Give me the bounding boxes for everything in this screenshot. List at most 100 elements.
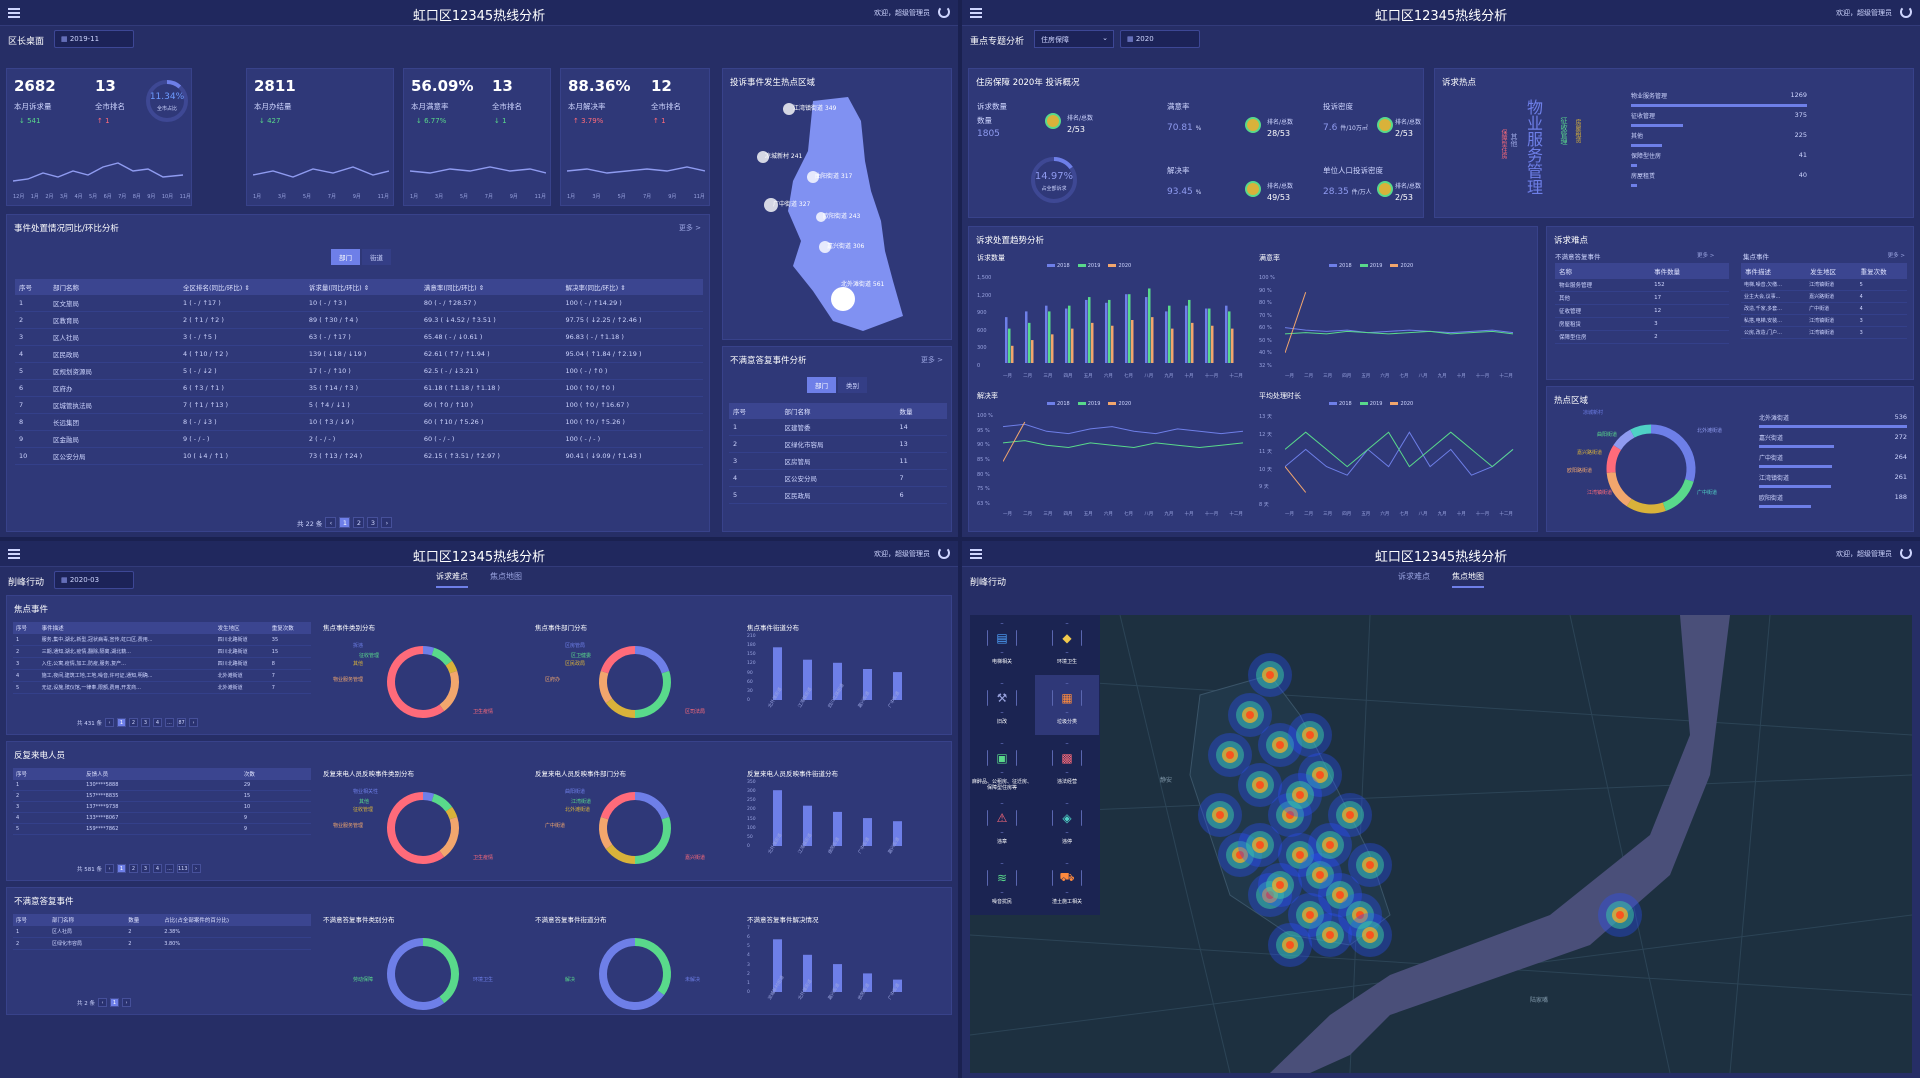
pager-item[interactable]: 87	[177, 718, 186, 727]
bar[interactable]	[863, 669, 872, 700]
heat-map[interactable]: 静安 陆家嘴 ▤ 电梯相关 ◆ 环境卫生 ⚒ 旧改 ▦ 垃圾分类 ▣ 麻醉品、公租房、征迁房、保障…	[970, 615, 1912, 1073]
pager-page[interactable]: 1	[339, 517, 351, 528]
donut-slice[interactable]	[600, 646, 636, 674]
bar[interactable]	[773, 939, 782, 992]
category-item[interactable]: ▦ 垃圾分类	[1035, 675, 1099, 735]
table-row[interactable]: 业主大会,议事... 嘉兴路街道 4	[1741, 290, 1907, 303]
series-line[interactable]	[1285, 292, 1307, 354]
heat-point[interactable]	[1256, 781, 1264, 789]
heat-point[interactable]	[1616, 911, 1624, 919]
category-item[interactable]: ⚠ 违章	[970, 795, 1034, 855]
category-item[interactable]: ⚒ 旧改	[970, 675, 1034, 735]
donut-slice[interactable]	[634, 670, 671, 718]
series-line[interactable]	[1285, 466, 1307, 493]
table-row[interactable]: 5 159****7862 9	[13, 823, 311, 835]
bar[interactable]	[1045, 305, 1048, 363]
legend-item[interactable]: 2018	[1047, 401, 1070, 407]
donut-slice[interactable]	[387, 792, 445, 864]
tab-street[interactable]: 街道	[362, 249, 391, 265]
legend-item[interactable]: 2018	[1047, 263, 1070, 269]
bar[interactable]	[1005, 317, 1008, 363]
tab-difficulty[interactable]: 诉求难点	[436, 571, 468, 588]
donut-slice[interactable]	[605, 698, 636, 718]
series-line[interactable]	[1003, 423, 1244, 435]
legend-item[interactable]: 2020	[1390, 263, 1413, 269]
heat-point[interactable]	[1326, 841, 1334, 849]
pager-item[interactable]: ›	[191, 864, 201, 873]
tab-difficulty[interactable]: 诉求难点	[1398, 572, 1430, 581]
donut-slice[interactable]	[422, 792, 435, 802]
donut-slice[interactable]	[1630, 424, 1652, 438]
table-row[interactable]: 私搭,电梯,安装... 江湾镇街道 3	[1741, 314, 1907, 327]
heat-point[interactable]	[1306, 731, 1314, 739]
donut-slice[interactable]	[1606, 445, 1622, 473]
bar[interactable]	[1231, 328, 1234, 363]
donut-slice[interactable]	[600, 792, 636, 820]
table-row[interactable]: 3 区房管局 11	[729, 452, 947, 470]
table-row[interactable]: 2 区教育局 2 ( ↑1 / ↑2 ) 89 ( ↑30 / ↑4 ) 69.3 ( …	[15, 311, 703, 329]
table-row[interactable]: 5 无证,设施,殡仪馆,一律奉,限额,费用,开发商... 北外滩街道 7	[13, 681, 311, 694]
bar[interactable]	[1151, 317, 1154, 363]
bar[interactable]	[863, 973, 872, 992]
bar[interactable]	[1145, 297, 1148, 363]
table-row[interactable]: 5 区规划资源局 5 ( - / ↓2 ) 17 ( - / ↑10 ) 62.5 ( …	[15, 362, 703, 380]
list-item[interactable]: 欧阳街道 188	[1759, 493, 1907, 513]
category-item[interactable]: ▤ 电梯相关	[970, 615, 1034, 675]
table-row[interactable]: 7 区城管执法局 7 ( ↑1 / ↑13 ) 5 ( ↑4 / ↓1 ) 60 ( ↑…	[15, 396, 703, 414]
list-item[interactable]: 北外滩街道 536	[1759, 413, 1907, 433]
bar[interactable]	[1008, 328, 1011, 363]
pager-item[interactable]: 4	[153, 864, 162, 873]
menu-icon[interactable]	[970, 6, 982, 18]
month-picker[interactable]: 2019-11	[54, 30, 134, 48]
list-item[interactable]: 江湾镇街道 261	[1759, 473, 1907, 493]
heat-point[interactable]	[1276, 881, 1284, 889]
bar[interactable]	[1185, 305, 1188, 363]
table-row[interactable]: 1 130****5888 29	[13, 780, 311, 791]
legend-item[interactable]: 2019	[1077, 263, 1100, 269]
donut-slice[interactable]	[634, 938, 671, 996]
donut-slice[interactable]	[439, 816, 459, 858]
heat-point[interactable]	[1356, 911, 1364, 919]
bar[interactable]	[833, 811, 842, 846]
heat-point[interactable]	[1316, 771, 1324, 779]
legend-item[interactable]: 2019	[1359, 401, 1382, 407]
bar[interactable]	[803, 659, 812, 700]
bar[interactable]	[1065, 308, 1068, 363]
bar[interactable]	[1225, 305, 1228, 363]
pager-item[interactable]: 1	[117, 864, 126, 873]
pager-next[interactable]: ›	[381, 517, 393, 528]
table-row[interactable]: 2 157****8835 15	[13, 790, 311, 802]
table-row[interactable]: 10 区公安分局 10 ( ↓4 / ↑1 ) 73 ( ↑13 / ↑24 ) 62.…	[15, 447, 703, 465]
donut-slice[interactable]	[445, 660, 458, 674]
col-header[interactable]: 诉求量(同比/环比) ⇕	[304, 279, 420, 295]
heat-point[interactable]	[1276, 741, 1284, 749]
power-icon[interactable]	[938, 6, 950, 18]
pager-item[interactable]: ...	[165, 864, 174, 873]
bar[interactable]	[1091, 322, 1094, 363]
bar[interactable]	[1068, 305, 1071, 363]
donut-slice[interactable]	[599, 670, 613, 704]
table-row[interactable]: 3 137****9738 10	[13, 801, 311, 813]
tab-focus-map[interactable]: 焦点地图	[490, 572, 522, 581]
heat-point[interactable]	[1366, 931, 1374, 939]
table-row[interactable]: 3 入住,公寓,疫情,加工,防疫,服务,复产... 四川北路街道 8	[13, 657, 311, 670]
topic-select[interactable]: 住房保障 ⌄	[1034, 30, 1114, 48]
table-row[interactable]: 3 区人社局 3 ( - / ↑5 ) 63 ( - / ↑17 ) 65.48 ( -…	[15, 328, 703, 346]
tab-focus-map[interactable]: 焦点地图	[1452, 571, 1484, 588]
table-row[interactable]: 征收管理 12	[1555, 304, 1729, 318]
pager-page[interactable]: 3	[367, 517, 379, 528]
table-row[interactable]: 房屋租赁 3	[1555, 317, 1729, 331]
category-item[interactable]: ▣ 麻醉品、公租房、征迁房、保障型住房等	[970, 735, 1034, 795]
more-link[interactable]: 更多 >	[920, 356, 943, 364]
more-link[interactable]: 更多 >	[1697, 253, 1715, 259]
donut-slice[interactable]	[387, 938, 445, 1010]
series-line[interactable]	[1003, 421, 1026, 462]
heat-point[interactable]	[1366, 861, 1374, 869]
donut-slice[interactable]	[1606, 471, 1632, 507]
pager-item[interactable]: ...	[165, 718, 174, 727]
heat-point[interactable]	[1216, 811, 1224, 819]
table-row[interactable]: 9 区金融局 9 ( - / - ) 2 ( - / - ) 60 ( - / - ) 1…	[15, 430, 703, 448]
category-item[interactable]: ≋ 噪音扰民	[970, 855, 1034, 915]
legend-item[interactable]: 2020	[1390, 401, 1413, 407]
legend-item[interactable]: 2019	[1077, 401, 1100, 407]
